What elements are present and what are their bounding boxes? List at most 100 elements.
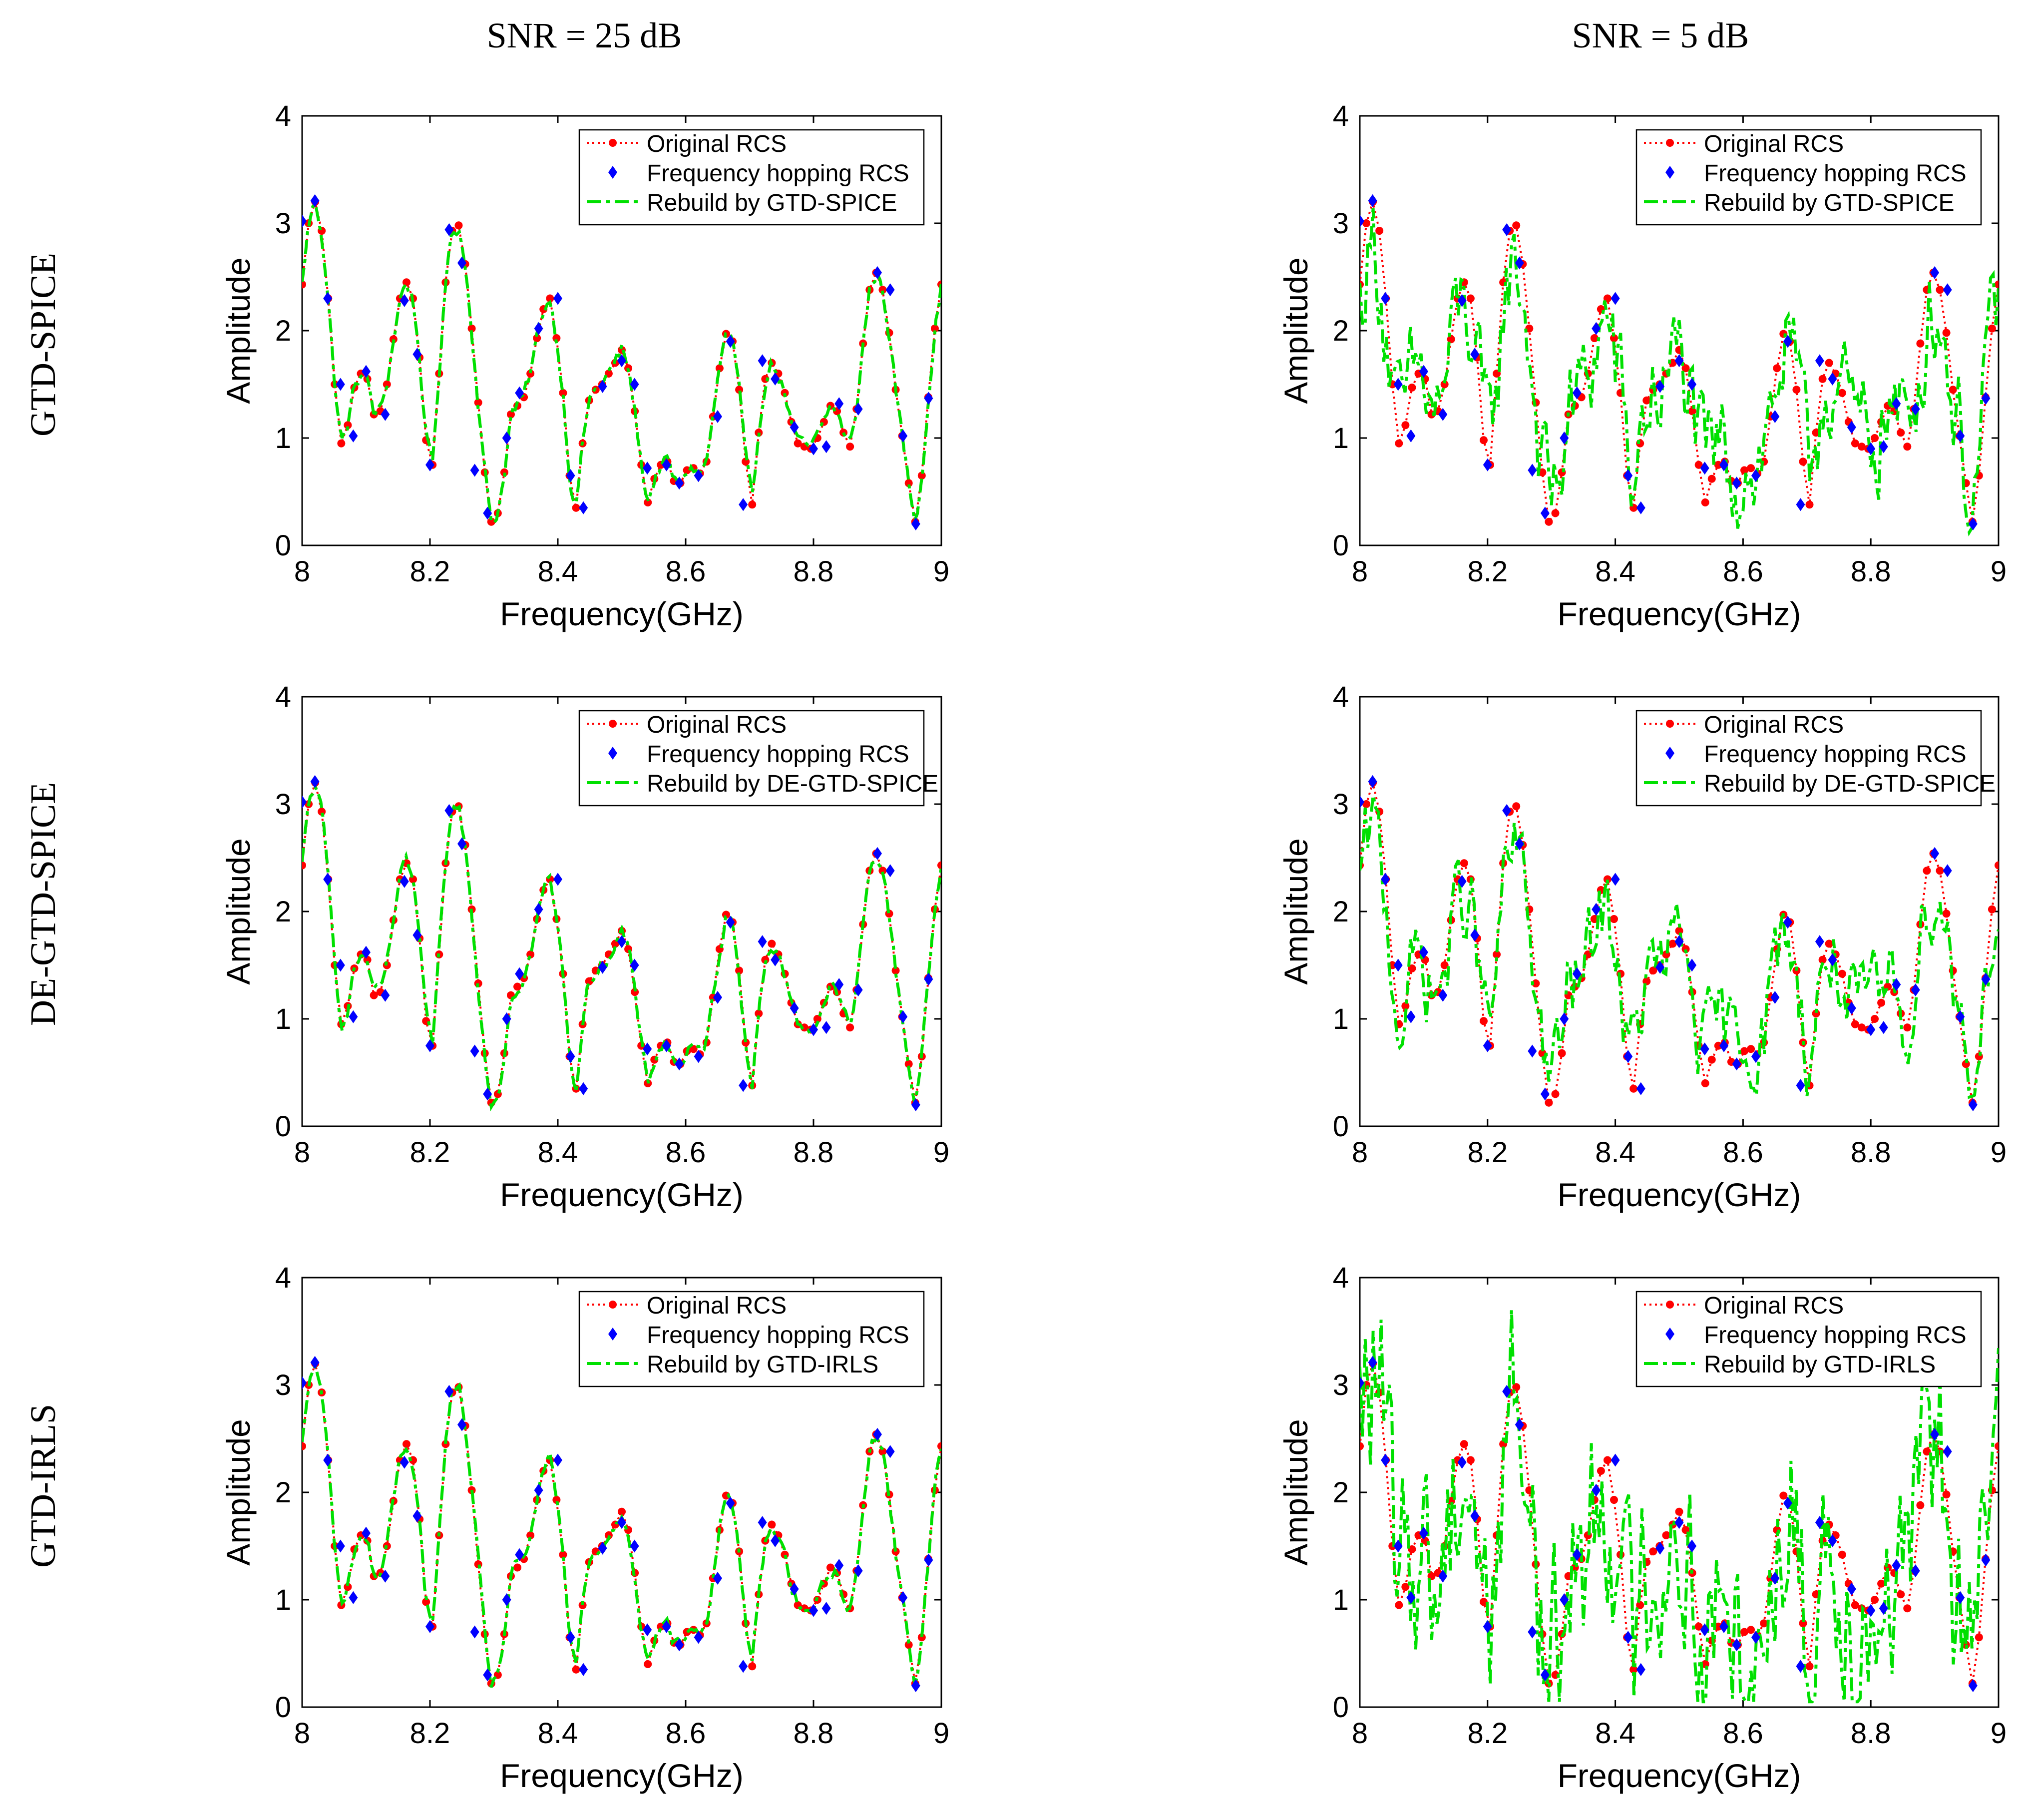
hopping-rcs-point bbox=[924, 1553, 933, 1567]
hopping-rcs-point bbox=[1393, 378, 1403, 391]
hopping-rcs-point bbox=[1470, 348, 1480, 361]
original-rcs-point bbox=[422, 1598, 430, 1606]
hopping-rcs-point bbox=[617, 354, 626, 368]
hopping-rcs-point bbox=[1457, 294, 1467, 307]
hopping-rcs-point bbox=[1879, 440, 1888, 454]
hopping-rcs-point bbox=[924, 392, 933, 405]
x-tick-label: 8 bbox=[1352, 1717, 1368, 1750]
original-rcs-point bbox=[572, 503, 580, 512]
hopping-rcs-point bbox=[885, 1445, 895, 1458]
hopping-rcs-point bbox=[1483, 458, 1492, 471]
hopping-rcs-point bbox=[911, 517, 920, 530]
legend-label: Rebuild by DE-GTD-SPICE bbox=[1704, 771, 1996, 797]
hopping-rcs-point bbox=[1687, 1539, 1697, 1553]
hopping-rcs-point bbox=[853, 1564, 863, 1577]
hopping-rcs-point bbox=[1828, 953, 1837, 966]
hopping-rcs-point bbox=[412, 928, 422, 942]
hopping-rcs-point bbox=[1719, 1039, 1729, 1052]
original-rcs-point bbox=[1825, 359, 1833, 367]
x-tick-label: 8.8 bbox=[794, 555, 834, 588]
hopping-rcs-point bbox=[1419, 1526, 1428, 1540]
x-tick-label: 8.2 bbox=[410, 1136, 450, 1169]
hopping-rcs-point bbox=[1866, 442, 1876, 455]
hopping-rcs-point bbox=[1700, 1623, 1709, 1637]
original-rcs-point bbox=[402, 278, 410, 287]
hopping-rcs-point bbox=[579, 1663, 588, 1676]
original-rcs-point bbox=[1707, 1055, 1716, 1064]
original-rcs-point bbox=[454, 221, 463, 230]
hopping-rcs-point bbox=[643, 1042, 652, 1056]
original-rcs-point bbox=[546, 294, 554, 303]
chart-panel-5: 8 8.2 8.4 8.6 8.8 9 0 1 2 3 4 Frequency(GHz) Amplitu… bbox=[220, 1262, 949, 1794]
legend-label: Original RCS bbox=[1704, 1293, 1844, 1319]
original-rcs-point bbox=[937, 861, 941, 870]
hopping-rcs-point bbox=[1847, 421, 1856, 434]
legend-label: Rebuild by DE-GTD-SPICE bbox=[647, 771, 938, 797]
original-rcs-point bbox=[1838, 389, 1846, 397]
hopping-rcs-point bbox=[617, 935, 626, 948]
original-rcs-point bbox=[1949, 386, 1957, 394]
hopping-rcs-point bbox=[662, 1039, 671, 1052]
hopping-rcs-point bbox=[809, 1604, 818, 1617]
hopping-rcs-point bbox=[1419, 365, 1428, 378]
original-rcs-point bbox=[302, 861, 306, 870]
hopping-rcs-point bbox=[1770, 1572, 1780, 1585]
original-rcs-point bbox=[1512, 802, 1521, 811]
hopping-rcs-point bbox=[425, 1039, 434, 1052]
hopping-rcs-point bbox=[1655, 1541, 1665, 1555]
original-rcs-point bbox=[1923, 1447, 1931, 1456]
hopping-rcs-point bbox=[809, 1023, 818, 1036]
hopping-rcs-point bbox=[1406, 1010, 1416, 1023]
original-rcs-point bbox=[1740, 1047, 1749, 1055]
y-tick-label: 1 bbox=[1333, 1584, 1349, 1616]
y-tick-label: 2 bbox=[1333, 896, 1349, 928]
original-rcs-point bbox=[1479, 1598, 1488, 1606]
hopping-rcs-point bbox=[1393, 958, 1403, 972]
original-rcs-point bbox=[526, 370, 535, 378]
legend-label: Frequency hopping RCS bbox=[647, 741, 909, 768]
hopping-rcs-point bbox=[758, 354, 767, 368]
original-rcs-point bbox=[937, 1442, 941, 1450]
legend-label: Rebuild by GTD-SPICE bbox=[647, 190, 897, 216]
y-tick-label: 2 bbox=[1333, 315, 1349, 347]
hopping-rcs-point bbox=[1572, 1548, 1582, 1561]
hopping-rcs-point bbox=[1360, 795, 1364, 809]
original-rcs-point bbox=[1838, 969, 1846, 978]
hopping-rcs-point bbox=[1866, 1604, 1876, 1617]
hopping-rcs-point bbox=[515, 1548, 524, 1561]
hopping-rcs-point bbox=[1783, 915, 1792, 929]
hopping-rcs-point bbox=[1636, 1082, 1645, 1095]
legend-hopping-marker bbox=[1665, 1328, 1674, 1341]
hopping-rcs-point bbox=[1892, 1559, 1901, 1572]
hopping-rcs-point bbox=[834, 1559, 844, 1572]
original-rcs-point bbox=[302, 280, 306, 289]
hopping-rcs-point bbox=[302, 214, 307, 228]
hopping-rcs-point bbox=[1368, 1356, 1377, 1369]
y-tick-label: 3 bbox=[275, 207, 291, 240]
x-tick-label: 9 bbox=[933, 1717, 949, 1750]
hopping-rcs-point bbox=[1892, 978, 1901, 991]
hopping-rcs-point bbox=[630, 1539, 639, 1553]
hopping-rcs-point bbox=[336, 378, 345, 391]
hopping-rcs-point bbox=[1674, 354, 1684, 368]
y-tick-label: 0 bbox=[1333, 529, 1349, 562]
original-rcs-point bbox=[1662, 1531, 1670, 1539]
hopping-rcs-point bbox=[336, 958, 345, 972]
original-rcs-point bbox=[1551, 509, 1560, 517]
original-rcs-point bbox=[1460, 859, 1468, 868]
original-rcs-point bbox=[1401, 1583, 1410, 1591]
hopping-rcs-point bbox=[1943, 864, 1952, 878]
hopping-rcs-point bbox=[873, 266, 882, 279]
hopping-rcs-point bbox=[598, 960, 607, 974]
x-tick-label: 8.2 bbox=[1467, 1136, 1508, 1169]
hopping-rcs-point bbox=[1687, 958, 1697, 972]
original-rcs-point bbox=[344, 421, 352, 430]
hopping-rcs-point bbox=[790, 1582, 799, 1596]
original-rcs-point bbox=[383, 380, 391, 389]
legend-hopping-marker bbox=[1665, 166, 1674, 179]
original-rcs-point bbox=[846, 1023, 854, 1032]
hopping-rcs-point bbox=[1815, 1516, 1824, 1529]
hopping-rcs-point bbox=[310, 1356, 320, 1369]
legend-box bbox=[578, 129, 925, 226]
original-rcs-point bbox=[644, 498, 652, 506]
